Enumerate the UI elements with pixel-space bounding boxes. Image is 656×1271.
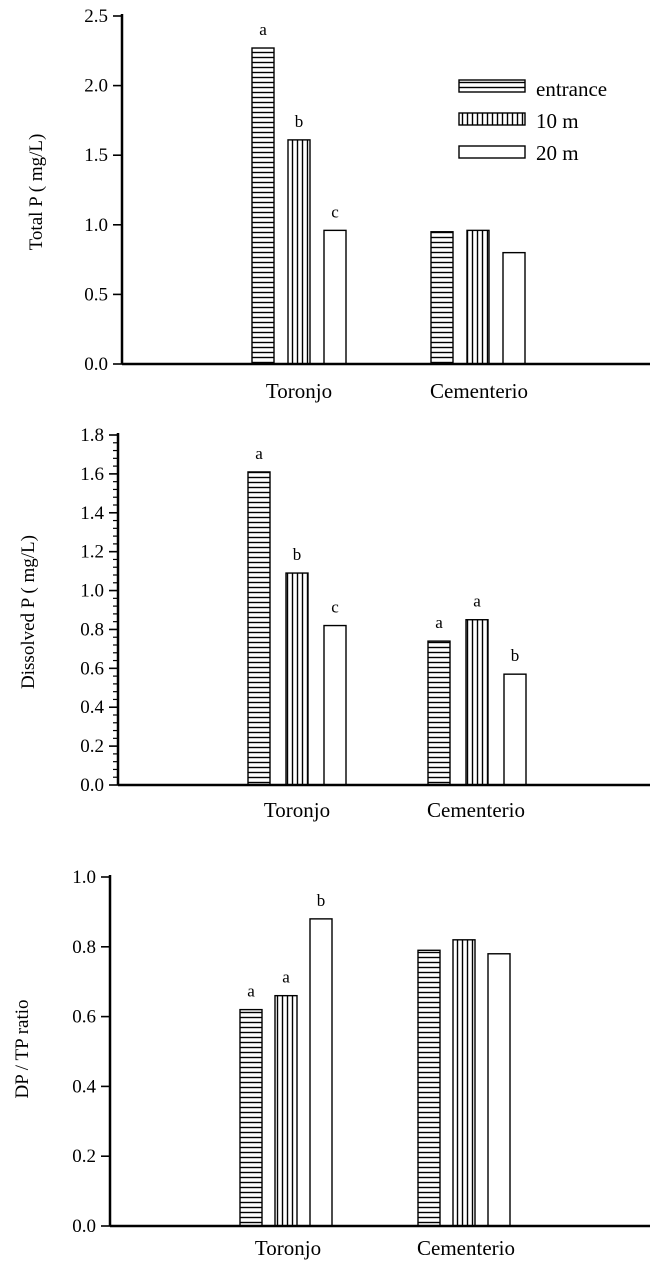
dp-tp-bar-toronjo-20m [309, 918, 333, 1227]
dissolved-p-significance-label-toronjo-10m: b [293, 545, 302, 564]
dissolved-p-significance-label-cementerio-10m: a [473, 592, 481, 611]
legend-label-10m: 10 m [536, 109, 579, 133]
dissolved-p-bar-cementerio-entrance [427, 640, 451, 786]
dissolved-p-y-tick-label: 0.8 [80, 619, 104, 640]
legend-swatch-entrance [458, 79, 526, 93]
dp-tp-plot: a a b 0.0 0.2 0.4 0.6 0.8 1.0 [72, 867, 650, 1237]
dissolved-p-bar-toronjo-20m [323, 624, 347, 786]
dissolved-p-bar-cementerio-20m [503, 673, 527, 786]
dp-tp-y-tick-label: 0.2 [72, 1146, 96, 1167]
total-p-significance-label-toronjo-entrance: a [259, 20, 267, 39]
dp-tp-category-toronjo: Toronjo [255, 1236, 321, 1260]
dp-tp-category-cementerio: Cementerio [417, 1236, 515, 1260]
dp-tp-y-axis-label: DP / TP ratio [12, 999, 33, 1098]
legend-label-20m: 20 m [536, 141, 579, 165]
dissolved-p-significance-label-cementerio-20m: b [511, 646, 520, 665]
dissolved-p-significance-label-cementerio-entrance: a [435, 613, 443, 632]
total-p-bar-cementerio-10m [466, 229, 490, 365]
dissolved-p-y-tick-label: 1.6 [80, 464, 104, 485]
dissolved-p-significance-label-toronjo-entrance: a [255, 444, 263, 463]
dissolved-p-y-tick-label: 0.2 [80, 736, 104, 757]
legend-label-entrance: entrance [536, 77, 607, 101]
total-p-bar-toronjo-10m [287, 139, 311, 365]
total-p-y-tick-label: 2.5 [84, 6, 108, 27]
legend-swatch-20m [458, 145, 526, 159]
dissolved-p-y-tick-label: 1.0 [80, 581, 104, 602]
dp-tp-y-tick-label: 0.4 [72, 1076, 96, 1097]
total-p-significance-label-toronjo-20m: c [331, 202, 339, 221]
dp-tp-y-tick-label: 0.6 [72, 1007, 96, 1028]
dissolved-p-significance-label-toronjo-20m: c [331, 598, 339, 617]
dp-tp-bar-cementerio-entrance [417, 949, 441, 1227]
total-p-plot: a b c 0.0 0.5 1.0 1.5 2.0 2.5 [84, 6, 650, 375]
dissolved-p-bar-toronjo-10m [285, 572, 309, 786]
total-p-bar-cementerio-entrance [430, 231, 454, 365]
total-p-y-tick-label: 0.0 [84, 354, 108, 375]
dissolved-p-category-cementerio: Cementerio [427, 798, 525, 822]
dp-tp-bar-toronjo-10m [274, 994, 298, 1227]
total-p-y-axis-label: Total P ( mg/L) [26, 134, 47, 251]
dp-tp-significance-label-toronjo-20m: b [317, 891, 326, 910]
total-p-y-tick-label: 1.0 [84, 215, 108, 236]
panel-dp-tp-ratio: DP / TP ratio a a b 0.0 0.2 0.4 0.6 0.8 1.0 Toro… [12, 867, 650, 1260]
dp-tp-y-tick-label: 0.0 [72, 1216, 96, 1237]
dissolved-p-bar-toronjo-entrance [247, 471, 271, 786]
total-p-category-toronjo: Toronjo [266, 379, 332, 403]
total-p-category-cementerio: Cementerio [430, 379, 528, 403]
dissolved-p-y-tick-label: 0.4 [80, 697, 104, 718]
total-p-bar-cementerio-20m [502, 251, 526, 365]
legend-swatch-10m [458, 112, 526, 126]
dissolved-p-plot: a b c a a b 0.0 0.2 0.4 0.6 0.8 1.0 1.2 1.4 1.6 1.8 [80, 425, 650, 796]
legend: entrance 10 m 20 m [458, 77, 607, 165]
total-p-significance-label-toronjo-10m: b [295, 112, 304, 131]
panel-total-p: Total P ( mg/L) a b c 0.0 0.5 1.0 1.5 2.0 2.5 To… [26, 6, 650, 403]
total-p-bar-toronjo-entrance [251, 47, 275, 365]
dissolved-p-y-tick-label: 1.4 [80, 503, 104, 524]
total-p-y-tick-label: 1.5 [84, 145, 108, 166]
dissolved-p-bar-cementerio-10m [465, 619, 489, 786]
total-p-bar-toronjo-20m [323, 229, 347, 365]
dissolved-p-y-tick-label: 1.2 [80, 542, 104, 563]
total-p-y-tick-label: 0.5 [84, 284, 108, 305]
dissolved-p-y-tick-label: 0.0 [80, 775, 104, 796]
dissolved-p-y-tick-label: 0.6 [80, 658, 104, 679]
dp-tp-bar-cementerio-10m [452, 939, 476, 1227]
dissolved-p-category-toronjo: Toronjo [264, 798, 330, 822]
dp-tp-y-tick-label: 1.0 [72, 867, 96, 888]
dp-tp-significance-label-toronjo-entrance: a [247, 982, 255, 1001]
dissolved-p-y-axis-label: Dissolved P ( mg/L) [18, 535, 39, 689]
total-p-y-tick-label: 2.0 [84, 76, 108, 97]
dp-tp-y-tick-label: 0.8 [72, 937, 96, 958]
dp-tp-significance-label-toronjo-10m: a [282, 968, 290, 987]
panel-dissolved-p: Dissolved P ( mg/L) a b c a a b 0.0 0.2 0.4 0.6 0.… [18, 425, 650, 822]
dp-tp-bar-toronjo-entrance [239, 1008, 263, 1227]
dp-tp-bar-cementerio-20m [487, 953, 511, 1227]
dissolved-p-y-tick-label: 1.8 [80, 425, 104, 446]
